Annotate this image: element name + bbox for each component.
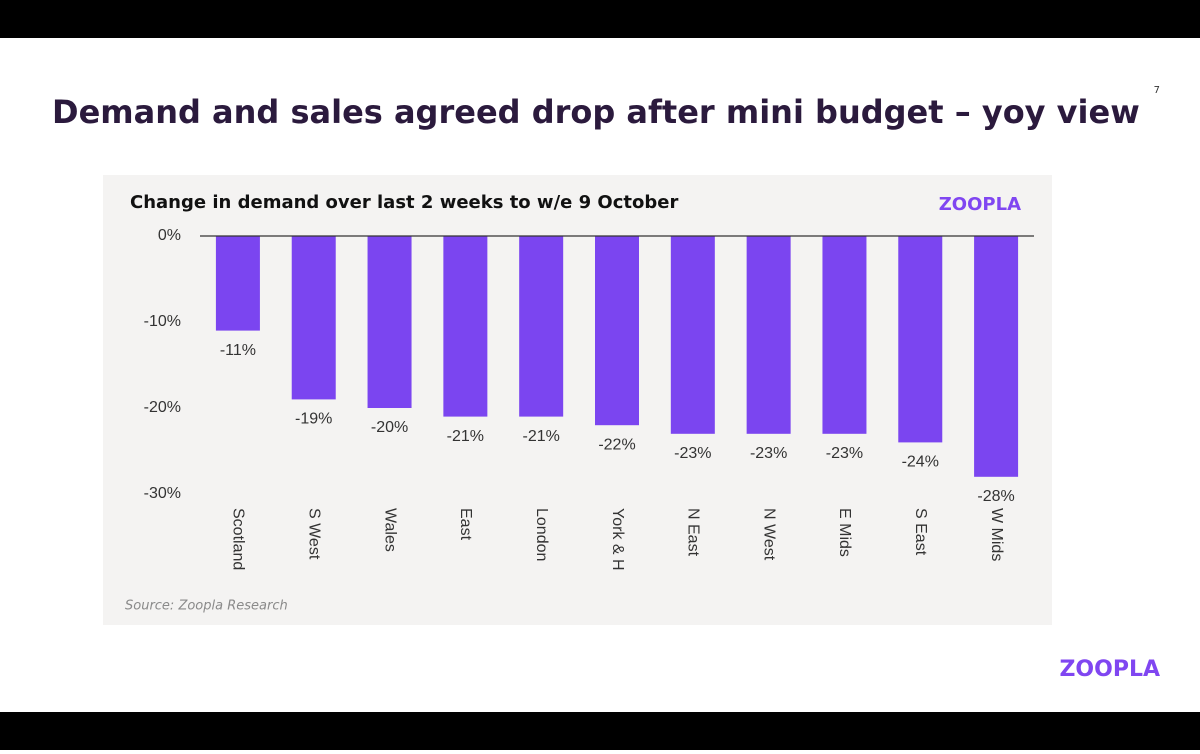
bar (595, 236, 639, 426)
bar (822, 236, 867, 434)
slide-title: Demand and sales agreed drop after mini … (52, 93, 1140, 131)
value-label: -20% (371, 419, 408, 436)
plot: 0% -10% -20% -30% -11% Scotland -19% S West -20%… (144, 227, 1034, 571)
y-tick-label: -30% (144, 485, 181, 502)
value-label: -24% (902, 454, 939, 471)
value-label: -22% (598, 436, 635, 453)
bar (367, 236, 412, 408)
page-number: 7 (1154, 85, 1160, 96)
bar (291, 236, 336, 400)
x-tick-label: E Mids (836, 508, 853, 557)
y-tick-label: 0% (158, 227, 181, 244)
x-tick-label: East (457, 508, 474, 541)
value-label: -23% (674, 445, 711, 462)
value-label: -11% (220, 342, 256, 359)
value-label: -23% (826, 445, 863, 462)
x-tick-label: W Mids (988, 508, 1005, 561)
bar (974, 236, 1019, 477)
x-tick-label: N West (760, 508, 777, 561)
x-tick-label: N East (685, 508, 702, 557)
value-label: -21% (523, 428, 560, 445)
bar (519, 236, 564, 417)
x-tick-label: S East (912, 508, 929, 556)
chart-panel (103, 175, 1052, 625)
bar (215, 236, 260, 331)
x-tick-label: Wales (381, 508, 398, 552)
letterbox-bottom (0, 712, 1200, 750)
value-label: -21% (447, 428, 484, 445)
bar (670, 236, 715, 434)
value-label: -28% (977, 488, 1014, 505)
letterbox-top (0, 0, 1200, 38)
y-tick-label: -10% (144, 313, 181, 330)
x-tick-label: Scotland (230, 508, 247, 570)
slide-logo: ZOOPLA (1059, 657, 1160, 682)
bar (443, 236, 488, 417)
chart-title: Change in demand over last 2 weeks to w/… (130, 192, 678, 213)
chart-logo: ZOOPLA (939, 194, 1021, 215)
value-label: -19% (295, 411, 332, 428)
x-tick-label: London (533, 508, 550, 561)
y-tick-label: -20% (144, 399, 181, 416)
bar (898, 236, 943, 443)
x-tick-label: York & H (609, 508, 626, 571)
value-label: -23% (750, 445, 787, 462)
x-tick-label: S West (305, 508, 322, 560)
bar (746, 236, 791, 434)
source-note: Source: Zoopla Research (125, 599, 288, 614)
